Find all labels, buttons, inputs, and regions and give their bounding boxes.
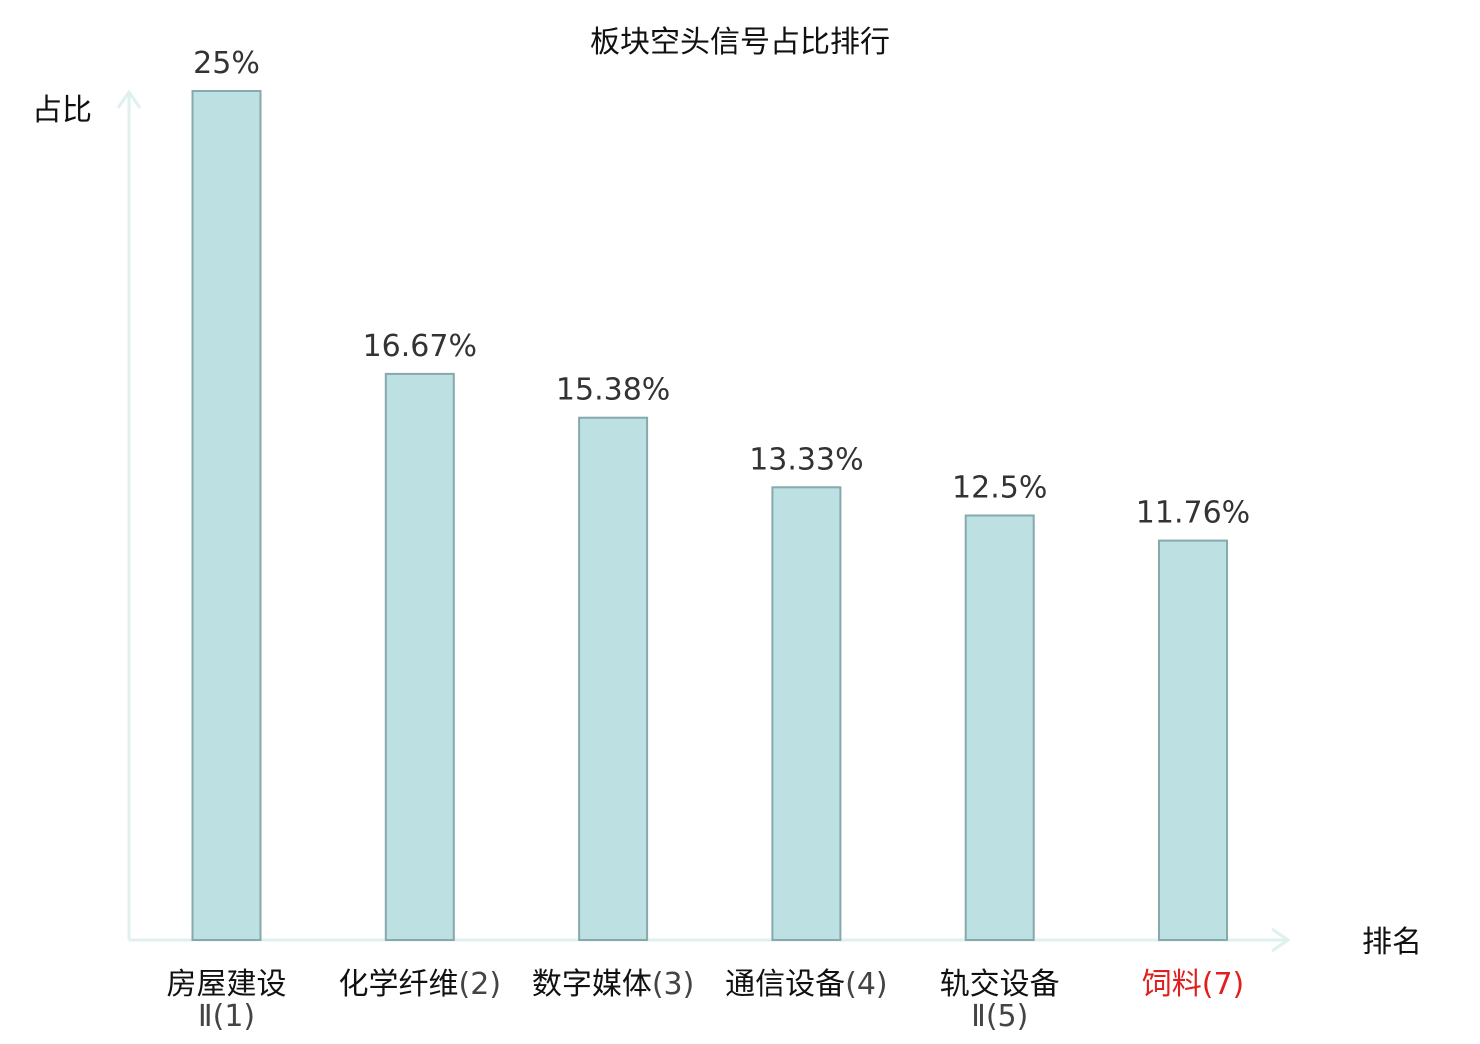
value-label-4: 13.33% — [749, 442, 863, 477]
category-label-1: 房屋建设 — [167, 967, 287, 1002]
value-label-5: 12.5% — [952, 471, 1047, 506]
y-axis-label: 占比 — [32, 93, 92, 128]
y-axis: 占比 — [32, 89, 142, 940]
bar-3 — [578, 416, 649, 941]
category-label-3: 数字媒体(3) — [532, 967, 695, 1002]
chart-title: 板块空头信号占比排行 — [590, 25, 890, 60]
category-label-4: 通信设备(4) — [725, 967, 888, 1002]
bar-5 — [964, 514, 1035, 941]
category-label-6: 饲料(7) — [1142, 967, 1245, 1002]
value-label-2: 16.67% — [363, 329, 477, 364]
value-label-1: 25% — [193, 46, 260, 81]
bars-group — [191, 90, 1228, 941]
category-label-5-line2: Ⅱ(5) — [971, 999, 1028, 1034]
value-label-3: 15.38% — [556, 373, 670, 408]
bar-1 — [191, 90, 262, 941]
y-axis-arrow — [116, 89, 142, 109]
category-label-2: 化学纤维(2) — [339, 967, 502, 1002]
value-label-6: 11.76% — [1136, 496, 1250, 531]
x-axis-label: 排名 — [1362, 925, 1422, 960]
category-label-5: 轨交设备 — [940, 967, 1060, 1002]
bar-6 — [1158, 539, 1228, 941]
category-label-1-line2: Ⅱ(1) — [198, 999, 255, 1034]
bar-2 — [384, 372, 455, 941]
bar-4 — [771, 486, 842, 941]
x-axis-arrow — [1271, 927, 1291, 953]
value-labels-group: 25% 16.67% 15.38% 13.33% 12.5% 11.76% — [193, 46, 1250, 531]
x-axis: 排名 — [129, 925, 1422, 960]
